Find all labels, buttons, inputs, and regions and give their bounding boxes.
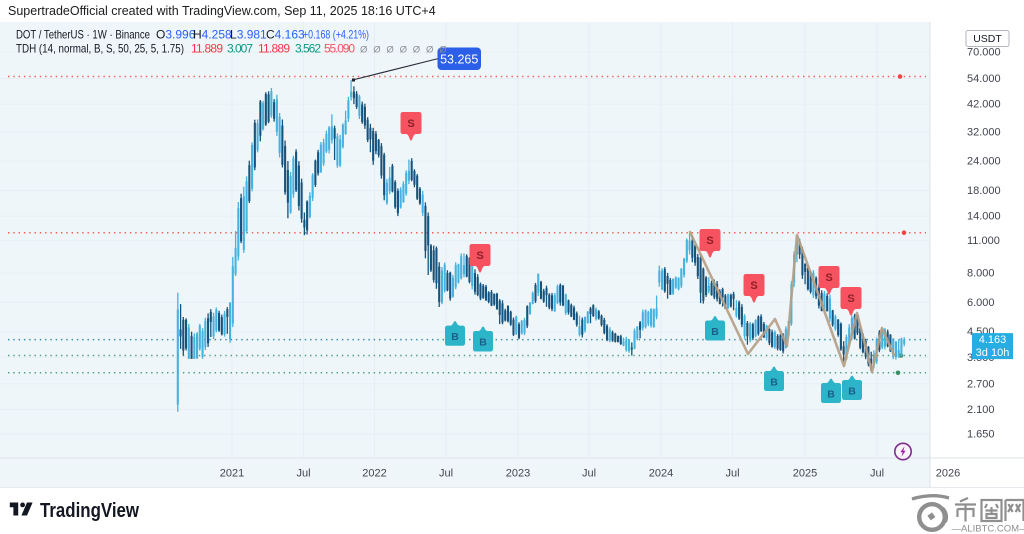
svg-text:H4.258: H4.258 xyxy=(193,28,232,42)
svg-text:B: B xyxy=(479,337,487,349)
svg-text:Jul: Jul xyxy=(439,468,453,480)
svg-text:Ø: Ø xyxy=(386,45,394,56)
svg-text:S: S xyxy=(706,235,713,247)
svg-text:70.000: 70.000 xyxy=(967,47,1001,59)
svg-text:2026: 2026 xyxy=(936,468,960,480)
svg-text:42.000: 42.000 xyxy=(967,99,1001,111)
svg-text:14.000: 14.000 xyxy=(967,211,1001,223)
svg-text:TradingView: TradingView xyxy=(40,500,139,522)
svg-text:S: S xyxy=(750,280,757,292)
svg-text:B: B xyxy=(451,331,459,343)
svg-text:11.000: 11.000 xyxy=(967,235,1000,247)
svg-text:11.889: 11.889 xyxy=(191,42,223,56)
svg-text:11.889: 11.889 xyxy=(258,42,290,56)
svg-text:53.265: 53.265 xyxy=(440,53,478,67)
svg-text:Ø: Ø xyxy=(413,45,421,56)
svg-text:1.650: 1.650 xyxy=(967,429,995,441)
svg-text:DOT / TetherUS · 1W · Binance: DOT / TetherUS · 1W · Binance xyxy=(16,28,150,42)
svg-text:S: S xyxy=(847,293,854,305)
svg-text:B: B xyxy=(848,385,856,397)
svg-text:SupertradeOfficial created wit: SupertradeOfficial created with TradingV… xyxy=(8,4,436,18)
svg-text:2023: 2023 xyxy=(506,468,530,480)
svg-text:3.562: 3.562 xyxy=(295,42,321,56)
svg-text:6.000: 6.000 xyxy=(967,297,995,309)
svg-text:2.700: 2.700 xyxy=(967,378,995,390)
svg-text:B: B xyxy=(711,326,719,338)
svg-text:Ø: Ø xyxy=(373,45,381,56)
svg-text:4.163: 4.163 xyxy=(979,334,1007,346)
svg-text:Ø: Ø xyxy=(400,45,408,56)
svg-text:Ø: Ø xyxy=(439,45,447,56)
svg-text:B: B xyxy=(770,376,778,388)
svg-text:—ALIBTC.COM—: —ALIBTC.COM— xyxy=(951,524,1024,534)
svg-text:24.000: 24.000 xyxy=(967,156,1001,168)
svg-text:Jul: Jul xyxy=(870,468,884,480)
svg-text:S: S xyxy=(825,272,832,284)
svg-text:3d 10h: 3d 10h xyxy=(976,347,1010,359)
svg-text:B: B xyxy=(827,388,835,400)
svg-text:C4.163: C4.163 xyxy=(266,28,305,42)
svg-text:3.007: 3.007 xyxy=(227,42,253,56)
svg-text:32.000: 32.000 xyxy=(967,126,1001,138)
svg-text:2025: 2025 xyxy=(793,468,817,480)
svg-text:2024: 2024 xyxy=(649,468,673,480)
svg-text:Jul: Jul xyxy=(725,468,739,480)
svg-text:2022: 2022 xyxy=(362,468,386,480)
svg-text:Jul: Jul xyxy=(582,468,596,480)
svg-text:S: S xyxy=(407,118,414,130)
svg-text:+0.168 (+4.21%): +0.168 (+4.21%) xyxy=(303,28,369,42)
svg-text:USDT: USDT xyxy=(973,33,1002,45)
svg-text:2021: 2021 xyxy=(220,468,244,480)
svg-text:54.000: 54.000 xyxy=(967,73,1001,85)
svg-text:8.000: 8.000 xyxy=(967,268,995,280)
svg-text:Ø: Ø xyxy=(426,45,434,56)
svg-text:S: S xyxy=(476,250,483,262)
svg-text:2.100: 2.100 xyxy=(967,404,995,416)
svg-text:L3.981: L3.981 xyxy=(230,28,267,42)
svg-text:Jul: Jul xyxy=(296,468,310,480)
svg-text:TDH (14, normal, B, S, 50, 25,: TDH (14, normal, B, S, 50, 25, 5, 1.75) xyxy=(16,42,184,56)
svg-text:18.000: 18.000 xyxy=(967,185,1001,197)
svg-text:Ø: Ø xyxy=(360,45,368,56)
svg-text:O3.996: O3.996 xyxy=(156,28,196,42)
svg-text:55.090: 55.090 xyxy=(324,42,355,56)
